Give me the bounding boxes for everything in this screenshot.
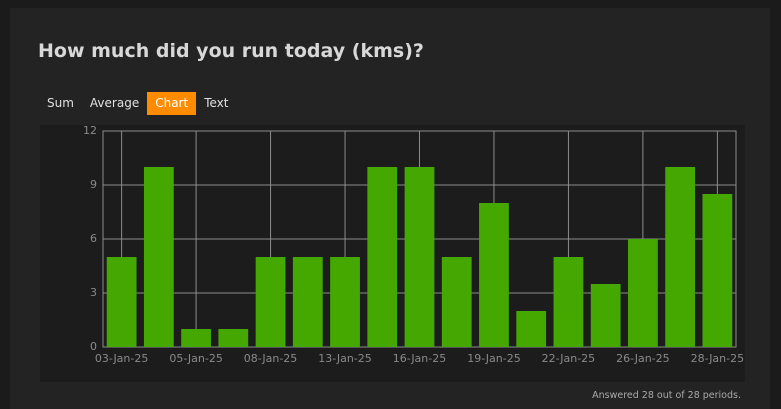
bar	[292, 257, 323, 347]
bar	[628, 239, 658, 347]
tab[interactable]: Text	[204, 96, 229, 110]
y-tick-label: 9	[90, 178, 97, 191]
x-tick-label: 05-Jan-25	[169, 352, 223, 365]
bar	[702, 194, 733, 347]
y-tick-label: 6	[90, 232, 97, 245]
bar	[553, 257, 584, 347]
bar	[590, 284, 621, 347]
x-tick-label: 28-Jan-25	[691, 352, 745, 365]
x-tick-label: 19-Jan-25	[467, 352, 521, 365]
bar	[479, 203, 509, 347]
bar	[404, 167, 435, 347]
tab[interactable]: Sum	[47, 96, 74, 110]
x-tick-label: 13-Jan-25	[318, 352, 372, 365]
bar	[106, 257, 137, 347]
bar	[665, 167, 696, 347]
y-tick-label: 12	[83, 124, 97, 137]
tab[interactable]: Chart	[147, 92, 197, 115]
footer: Answered 28 out of 28 periods.	[592, 390, 741, 401]
x-tick-label: 08-Jan-25	[244, 352, 298, 365]
tabs: Sum Average Chart Text	[39, 92, 236, 115]
bar	[441, 257, 472, 347]
bar	[181, 329, 211, 347]
y-tick-label: 3	[90, 286, 97, 299]
bar	[218, 329, 249, 347]
x-tick-label: 22-Jan-25	[542, 352, 596, 365]
chart-title: How much did you run today (kms)?	[38, 40, 424, 62]
bar	[330, 257, 360, 347]
y-tick-label: 0	[90, 340, 97, 353]
x-tick-label: 03-Jan-25	[95, 352, 149, 365]
bar	[255, 257, 286, 347]
x-tick-label: 26-Jan-25	[616, 352, 670, 365]
bar	[516, 311, 547, 347]
bar	[367, 167, 398, 347]
x-tick-label: 16-Jan-25	[393, 352, 447, 365]
tab[interactable]: Average	[89, 96, 140, 110]
bar	[143, 167, 174, 347]
